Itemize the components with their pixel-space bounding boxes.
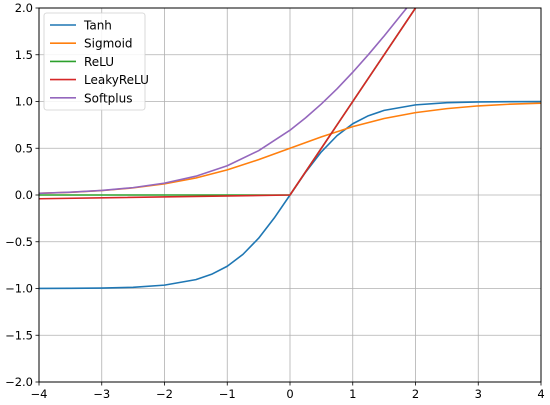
legend: Tanh Sigmoid ReLU LeakyReLU Softplus	[43, 12, 149, 111]
y-tick-label: −0.5	[5, 235, 33, 249]
x-tick-label: 0	[286, 387, 293, 401]
x-tick-label: −1	[219, 387, 236, 401]
series-line-softplus	[39, 8, 408, 195]
x-tick-label: 3	[475, 387, 482, 401]
x-tick-label: −3	[93, 387, 110, 401]
series-line-leakyrelu	[39, 8, 417, 200]
legend-box	[43, 12, 146, 111]
legend-label-softplus: Softplus	[84, 91, 133, 105]
legend-label-tanh: Tanh	[83, 19, 112, 33]
x-tick-label: −4	[31, 387, 48, 401]
y-tick-label: 1.0	[15, 95, 33, 109]
y-tick-label: −2.0	[5, 375, 33, 389]
legend-label-relu: ReLU	[84, 55, 114, 69]
series-lines	[39, 8, 541, 290]
y-tick-label: −1.5	[5, 328, 33, 342]
y-tick-label: 0.0	[15, 188, 33, 202]
y-tick-label: 0.5	[15, 141, 33, 155]
axis-ticks: −4 −3 −2 −1 0 1 2 3 4 −2.0 −1.5 −1.0 −0.5 0.0 0.5 1.0 1.…	[5, 1, 545, 401]
x-tick-label: 4	[537, 387, 544, 401]
y-tick-label: −1.0	[5, 282, 33, 296]
legend-label-sigmoid: Sigmoid	[84, 37, 133, 51]
grid	[38, 7, 542, 383]
x-tick-label: −2	[156, 387, 173, 401]
y-tick-label: 2.0	[15, 1, 33, 15]
x-tick-label: 2	[412, 387, 419, 401]
x-tick-label: 1	[349, 387, 356, 401]
legend-label-leakyrelu: LeakyReLU	[84, 73, 149, 87]
y-tick-label: 1.5	[15, 48, 33, 62]
